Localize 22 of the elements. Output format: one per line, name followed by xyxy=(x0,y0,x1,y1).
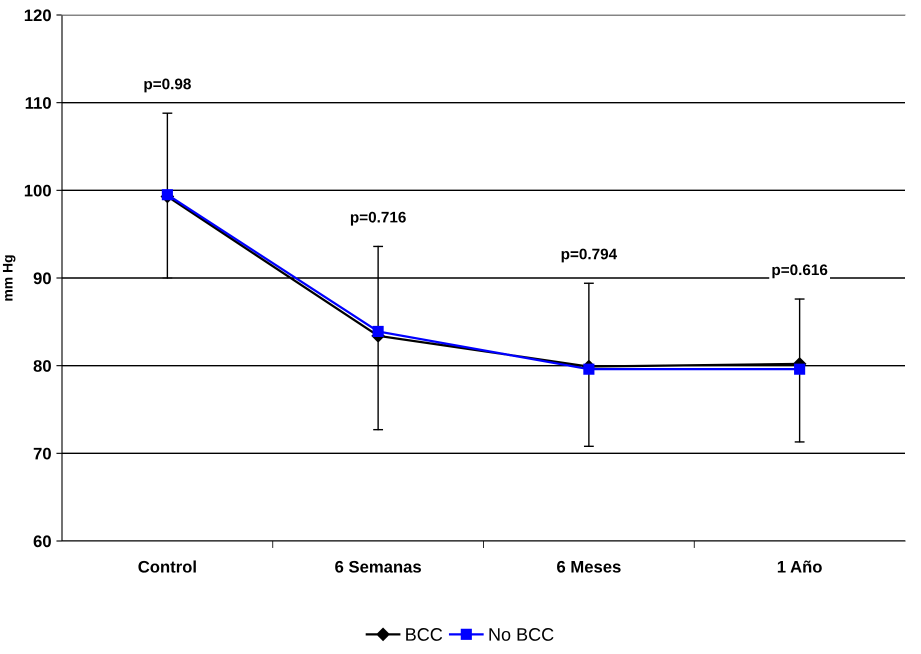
y-axis-title: mm Hg xyxy=(2,255,16,301)
annotation: p=0.794 xyxy=(562,248,618,262)
y-tick-label: 110 xyxy=(26,97,51,109)
y-tick-label: 60 xyxy=(34,535,51,548)
x-tick-label: 6 Semanas xyxy=(335,560,421,573)
point xyxy=(583,364,594,375)
y-tick-label: 70 xyxy=(34,448,51,460)
point xyxy=(372,326,384,338)
annotation: p=0.716 xyxy=(350,212,406,226)
x-tick-label: 1 Año xyxy=(778,560,822,573)
point xyxy=(162,189,173,200)
legend-label: No BCC xyxy=(489,628,554,641)
x-tick-label: Control xyxy=(138,560,196,573)
y-tick-label: 80 xyxy=(34,360,51,372)
y-tick-label: 90 xyxy=(34,272,51,284)
x-tick-label: 6 Meses xyxy=(557,560,621,573)
annotation: p=0.616 xyxy=(772,264,828,278)
legend-label: BCC xyxy=(406,628,442,641)
y-tick-label: 100 xyxy=(24,184,51,197)
annotation: p=0.98 xyxy=(144,78,191,92)
point xyxy=(794,364,806,375)
y-tick-label: 120 xyxy=(24,9,51,22)
